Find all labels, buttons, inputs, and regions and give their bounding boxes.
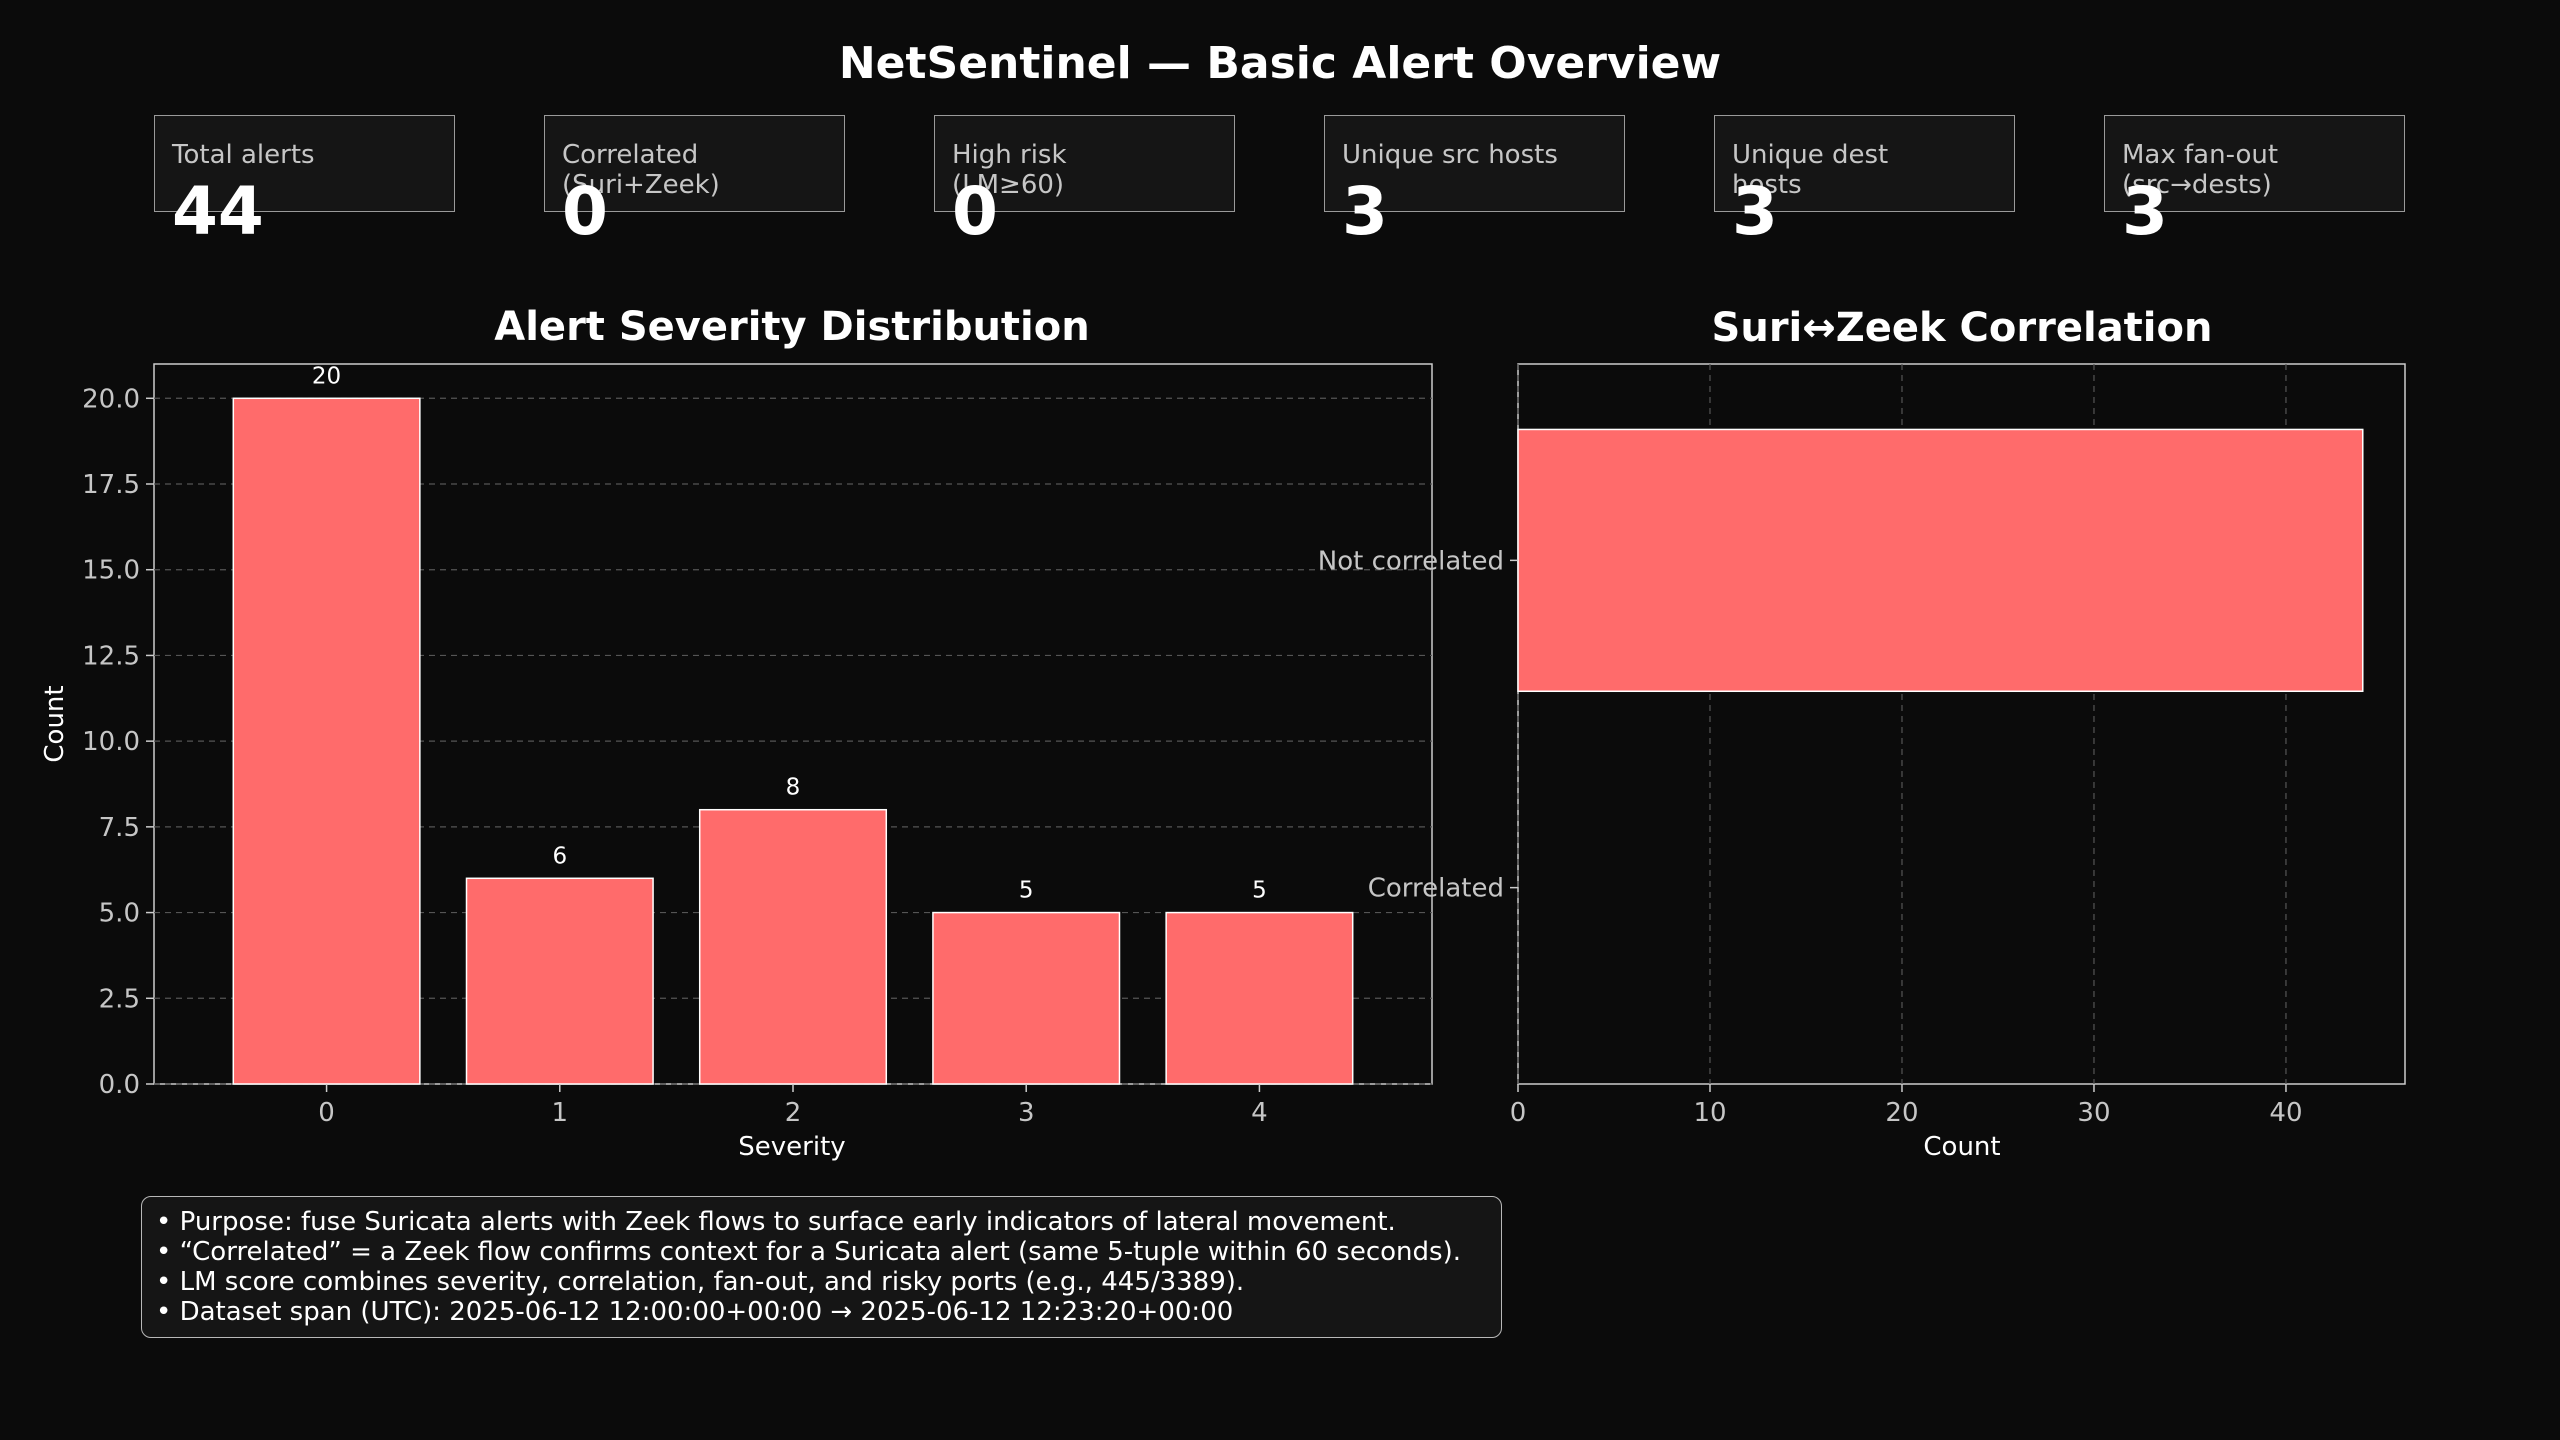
note-line: • Purpose: fuse Suricata alerts with Zee… bbox=[156, 1207, 1396, 1237]
kpi-value: 44 bbox=[172, 173, 264, 250]
kpi-card-unique-dest-hosts: Unique dest hosts 3 bbox=[1714, 115, 2015, 250]
kpi-label: Total alerts bbox=[172, 140, 315, 170]
x-tick-label: 20 bbox=[1885, 1098, 1918, 1128]
y-tick-label: 10.0 bbox=[82, 727, 140, 757]
y-tick-label: 12.5 bbox=[82, 641, 140, 671]
kpi-card-max-fan-out: Max fan-out (src→dests) 3 bbox=[2104, 115, 2405, 250]
kpi-label: Correlated (Suri+Zeek) bbox=[562, 140, 720, 200]
severity-bar bbox=[932, 911, 1121, 1085]
severity-plot-area bbox=[153, 363, 1433, 1085]
correlation-chart: Suri↔Zeek Correlation Not correlated Corr… bbox=[1318, 305, 2406, 1162]
kpi-card-correlated: Correlated (Suri+Zeek) 0 bbox=[544, 115, 845, 250]
x-tick-label: 1 bbox=[552, 1098, 569, 1128]
bar-value-label: 20 bbox=[312, 363, 341, 389]
note-line: • LM score combines severity, correlatio… bbox=[156, 1267, 1245, 1297]
y-tick-label: 15.0 bbox=[82, 556, 140, 586]
kpi-label: Unique src hosts bbox=[1342, 140, 1558, 170]
note-line: • Dataset span (UTC): 2025-06-12 12:00:0… bbox=[156, 1297, 1234, 1327]
bar-value-label: 8 bbox=[786, 775, 801, 801]
severity-chart-title: Alert Severity Distribution bbox=[494, 304, 1089, 350]
x-tick-label: 40 bbox=[2269, 1098, 2302, 1128]
kpi-label: Unique dest hosts bbox=[1732, 140, 1889, 200]
bar-value-label: 5 bbox=[1252, 878, 1267, 904]
y-tick-label: 20.0 bbox=[82, 384, 140, 414]
x-tick-label: 3 bbox=[1018, 1098, 1035, 1128]
kpi-value: 3 bbox=[1342, 173, 1388, 250]
y-tick-label: Correlated bbox=[1368, 874, 1504, 904]
notes-box: • Purpose: fuse Suricata alerts with Zee… bbox=[141, 1196, 1502, 1338]
severity-x-axis-label: Severity bbox=[738, 1132, 845, 1162]
y-tick-label: 7.5 bbox=[99, 813, 140, 843]
severity-bar bbox=[1165, 911, 1354, 1085]
kpi-label: High risk (LM≥60) bbox=[952, 140, 1067, 200]
y-tick-label: 17.5 bbox=[82, 470, 140, 500]
y-tick-label: 2.5 bbox=[99, 984, 140, 1014]
x-tick-label: 0 bbox=[318, 1098, 335, 1128]
y-tick-label: 5.0 bbox=[99, 899, 140, 929]
x-tick-label: 2 bbox=[785, 1098, 802, 1128]
correlation-chart-title: Suri↔Zeek Correlation bbox=[1712, 305, 2213, 351]
kpi-card-unique-src-hosts: Unique src hosts 3 bbox=[1324, 115, 1625, 250]
x-tick-label: 0 bbox=[1510, 1098, 1527, 1128]
x-tick-label: 30 bbox=[2077, 1098, 2110, 1128]
correlation-x-axis-label: Count bbox=[1923, 1132, 2000, 1162]
note-line: • “Correlated” = a Zeek flow confirms co… bbox=[156, 1237, 1461, 1267]
correlation-bar bbox=[1517, 428, 2364, 693]
kpi-value: 3 bbox=[2122, 173, 2168, 250]
kpi-label: Max fan-out (src→dests) bbox=[2122, 140, 2279, 200]
bar-value-label: 6 bbox=[552, 843, 567, 869]
x-tick-label: 4 bbox=[1251, 1098, 1268, 1128]
y-tick-label: 0.0 bbox=[99, 1070, 140, 1100]
kpi-value: 3 bbox=[1732, 173, 1778, 250]
kpi-value: 0 bbox=[562, 173, 608, 250]
bar-value-label: 5 bbox=[1019, 878, 1034, 904]
kpi-card-high-risk: High risk (LM≥60) 0 bbox=[934, 115, 1235, 250]
y-tick-label: Not correlated bbox=[1318, 546, 1504, 576]
severity-bar bbox=[698, 808, 888, 1085]
dashboard-title: NetSentinel — Basic Alert Overview bbox=[838, 38, 1722, 89]
severity-bar bbox=[465, 877, 654, 1085]
correlation-plot-area bbox=[1517, 363, 2406, 1085]
x-tick-label: 10 bbox=[1693, 1098, 1726, 1128]
severity-bar bbox=[232, 397, 421, 1085]
kpi-card-total-alerts: Total alerts 44 bbox=[154, 115, 455, 250]
kpi-value: 0 bbox=[952, 173, 998, 250]
severity-y-axis-label: Count bbox=[40, 685, 70, 762]
